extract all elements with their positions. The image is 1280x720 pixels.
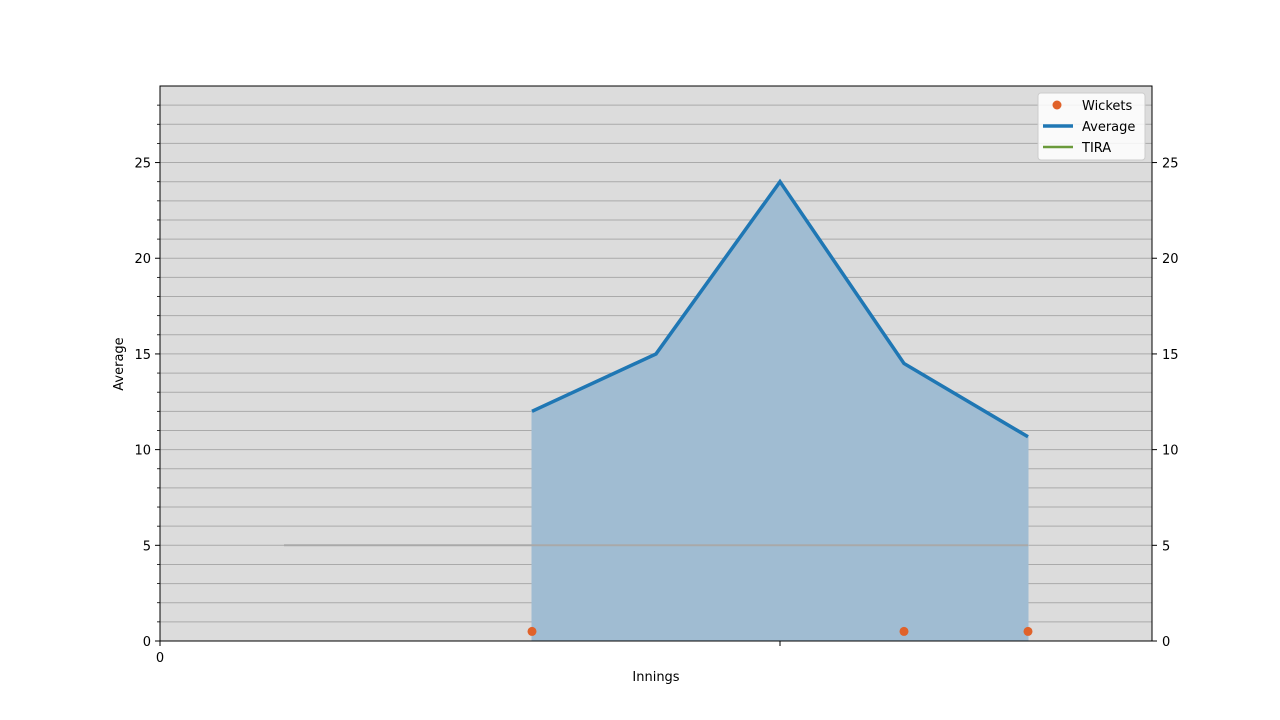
y-tick-label-left: 25: [134, 157, 151, 172]
y-tick-label-right: 15: [1162, 348, 1179, 363]
tick-layer: 0 5 10 15 20 25 0 5 10 15 20 25 0: [134, 104, 1179, 666]
y-tick-label-right: 0: [1162, 635, 1170, 650]
wicket-point: [1023, 626, 1033, 636]
legend-wickets-label: Wickets: [1082, 99, 1132, 114]
y-tick-label-left: 10: [134, 444, 151, 459]
legend-tira-label: TIRA: [1081, 141, 1111, 156]
legend-box: [1037, 92, 1146, 161]
y-tick-label-right: 10: [1162, 444, 1179, 459]
legend-wickets-marker: [1052, 100, 1062, 110]
x-tick-label: 0: [156, 651, 164, 666]
wicket-point: [527, 626, 537, 636]
y-tick-label-left: 20: [134, 252, 151, 267]
y-tick-label-left: 5: [143, 539, 151, 554]
plot-frame: [159, 85, 1153, 642]
y-tick-label-left: 15: [134, 348, 151, 363]
y-tick-label-right: 20: [1162, 252, 1179, 267]
legend: Wickets Average TIRA: [1037, 92, 1146, 161]
y-tick-label-right: 5: [1162, 539, 1170, 554]
y-axis-label: Average: [112, 337, 127, 390]
legend-average-label: Average: [1082, 120, 1135, 135]
average-line: [531, 178, 1029, 439]
y-tick-label-left: 0: [143, 635, 151, 650]
y-tick-label-right: 25: [1162, 157, 1179, 172]
wicket-point: [899, 626, 909, 636]
x-axis-label: Innings: [632, 670, 679, 685]
series-layer: [284, 178, 1033, 642]
